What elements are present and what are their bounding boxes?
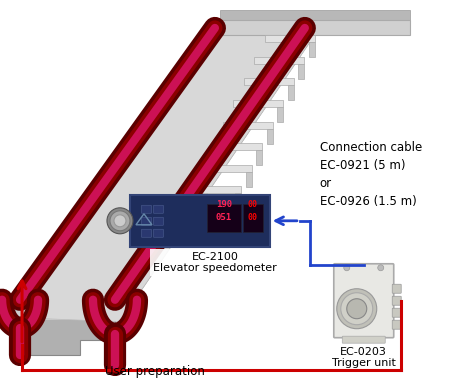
Polygon shape xyxy=(235,193,241,209)
FancyBboxPatch shape xyxy=(243,204,263,232)
Polygon shape xyxy=(254,57,304,63)
FancyBboxPatch shape xyxy=(334,264,394,338)
Text: 00: 00 xyxy=(248,213,258,222)
Circle shape xyxy=(344,265,350,271)
Circle shape xyxy=(107,208,133,234)
Polygon shape xyxy=(220,10,410,20)
FancyBboxPatch shape xyxy=(142,229,152,237)
FancyBboxPatch shape xyxy=(153,217,163,225)
Polygon shape xyxy=(256,150,262,165)
FancyBboxPatch shape xyxy=(153,229,163,237)
Polygon shape xyxy=(220,20,410,35)
Polygon shape xyxy=(212,143,262,150)
Circle shape xyxy=(347,299,367,319)
FancyBboxPatch shape xyxy=(142,217,152,225)
FancyBboxPatch shape xyxy=(392,296,401,305)
Polygon shape xyxy=(191,187,241,193)
Text: 051: 051 xyxy=(216,213,232,222)
Polygon shape xyxy=(225,215,230,230)
Polygon shape xyxy=(115,20,315,322)
Polygon shape xyxy=(130,195,270,247)
Polygon shape xyxy=(233,100,283,107)
Polygon shape xyxy=(15,20,315,310)
Polygon shape xyxy=(288,85,294,100)
Polygon shape xyxy=(277,107,283,122)
Polygon shape xyxy=(245,172,252,187)
Polygon shape xyxy=(202,165,252,172)
FancyBboxPatch shape xyxy=(153,205,163,213)
Text: Connection cable
EC-0921 (5 m)
or
EC-0926 (1.5 m): Connection cable EC-0921 (5 m) or EC-092… xyxy=(320,141,422,208)
Polygon shape xyxy=(20,35,315,322)
Polygon shape xyxy=(223,122,272,128)
FancyBboxPatch shape xyxy=(342,336,385,343)
Circle shape xyxy=(337,289,377,329)
Polygon shape xyxy=(180,208,230,215)
Text: User preparation: User preparation xyxy=(105,365,205,378)
Text: 00: 00 xyxy=(248,200,258,209)
FancyBboxPatch shape xyxy=(392,320,401,329)
Polygon shape xyxy=(244,78,294,85)
FancyBboxPatch shape xyxy=(207,204,241,232)
FancyBboxPatch shape xyxy=(392,308,401,317)
Text: EC-0203
Trigger unit: EC-0203 Trigger unit xyxy=(332,347,396,368)
Circle shape xyxy=(114,215,126,227)
Circle shape xyxy=(110,211,130,231)
Circle shape xyxy=(341,293,373,325)
Polygon shape xyxy=(15,310,115,355)
Polygon shape xyxy=(267,128,272,144)
Text: EC-2100
Elevator speedometer: EC-2100 Elevator speedometer xyxy=(153,252,277,273)
Polygon shape xyxy=(265,35,315,42)
FancyBboxPatch shape xyxy=(142,205,152,213)
Polygon shape xyxy=(15,310,115,320)
Polygon shape xyxy=(309,42,315,57)
Polygon shape xyxy=(15,20,220,318)
Polygon shape xyxy=(298,63,304,79)
Text: 190: 190 xyxy=(216,200,232,209)
Circle shape xyxy=(378,265,384,271)
FancyBboxPatch shape xyxy=(392,284,401,293)
